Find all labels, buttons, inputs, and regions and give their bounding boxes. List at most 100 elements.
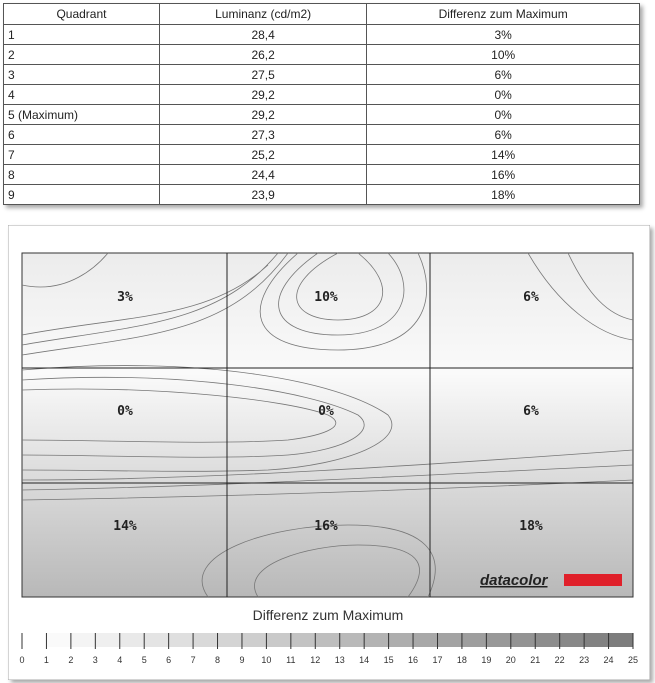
scale-step bbox=[119, 633, 145, 647]
scale-label: 5 bbox=[142, 655, 147, 665]
legend-title: Differenz zum Maximum bbox=[253, 607, 404, 623]
quadrant-grid bbox=[22, 253, 633, 597]
quadrant-label: 18% bbox=[519, 519, 543, 534]
logo: datacolor bbox=[480, 572, 549, 589]
scale-step bbox=[413, 633, 438, 647]
table-cell: 10% bbox=[366, 44, 640, 65]
scale-label: 3 bbox=[93, 655, 98, 665]
plot-area bbox=[21, 252, 634, 598]
header-cell: Luminanz (cd/m2) bbox=[158, 3, 368, 25]
logo-bar bbox=[564, 574, 622, 586]
table-cell: 3% bbox=[366, 24, 640, 45]
scale-step bbox=[608, 633, 633, 647]
scale-label: 1 bbox=[44, 655, 49, 665]
scale-label: 19 bbox=[481, 655, 491, 665]
scale-step bbox=[70, 633, 96, 647]
scale-step bbox=[584, 633, 609, 647]
scale-label: 11 bbox=[286, 655, 295, 665]
scale-label: 12 bbox=[310, 655, 320, 665]
scale-label: 20 bbox=[506, 655, 516, 665]
scale-step bbox=[486, 633, 511, 647]
scale-label: 8 bbox=[215, 655, 220, 665]
table-row: 2 26,2 10% bbox=[3, 44, 640, 65]
scale-label: 22 bbox=[555, 655, 565, 665]
scale-label: 24 bbox=[604, 655, 614, 665]
table-row: 8 24,4 16% bbox=[3, 164, 640, 185]
header-row: Quadrant Luminanz (cd/m2) Differenz zum Ma… bbox=[3, 3, 640, 25]
table-cell: 0% bbox=[366, 84, 640, 105]
table-cell: 6% bbox=[366, 64, 640, 85]
table-cell: 6% bbox=[366, 124, 640, 145]
scale-label: 16 bbox=[408, 655, 418, 665]
table-cell: 4 bbox=[3, 84, 160, 105]
quadrant-label: 10% bbox=[314, 290, 338, 305]
quadrant-label: 14% bbox=[113, 519, 137, 534]
scale-step bbox=[535, 633, 560, 647]
quadrant-label: 0% bbox=[318, 404, 334, 419]
table-cell: 3 bbox=[3, 64, 160, 85]
quadrant-label: 6% bbox=[523, 290, 539, 305]
table-cell: 16% bbox=[366, 164, 640, 185]
scale-label: 13 bbox=[335, 655, 345, 665]
table-cell: 1 bbox=[3, 24, 160, 45]
table-row: 1 28,4 3% bbox=[3, 24, 640, 45]
contour-lines bbox=[21, 252, 634, 598]
table-row: 3 27,5 6% bbox=[3, 64, 640, 85]
table-cell: 27,5 bbox=[158, 64, 368, 85]
scale-step bbox=[241, 633, 267, 647]
table-row: 6 27,3 6% bbox=[3, 124, 640, 145]
scale-step bbox=[364, 633, 389, 647]
scale-label: 10 bbox=[261, 655, 271, 665]
scale-label: 14 bbox=[359, 655, 369, 665]
table-cell: 29,2 bbox=[158, 104, 368, 125]
scale-label: 21 bbox=[530, 655, 540, 665]
table-cell: 14% bbox=[366, 144, 640, 165]
table-cell: 23,9 bbox=[158, 184, 368, 205]
table-row: 5 (Maximum) 29,2 0% bbox=[3, 104, 640, 125]
scale-label: 6 bbox=[166, 655, 171, 665]
scale-label: 4 bbox=[117, 655, 122, 665]
table-cell: 8 bbox=[3, 164, 160, 185]
scale-step bbox=[46, 633, 71, 647]
scale-label: 23 bbox=[579, 655, 589, 665]
scale-label: 18 bbox=[457, 655, 467, 665]
scale-step bbox=[315, 633, 340, 647]
scale-step bbox=[388, 633, 414, 647]
scale-step bbox=[559, 633, 585, 647]
table-cell: 18% bbox=[366, 184, 640, 205]
table-cell: 6 bbox=[3, 124, 160, 145]
table-cell: 24,4 bbox=[158, 164, 368, 185]
scale-step bbox=[144, 633, 169, 647]
table-cell: 7 bbox=[3, 144, 160, 165]
scale-step bbox=[339, 633, 365, 647]
table-cell: 2 bbox=[3, 44, 160, 65]
table-cell: 5 (Maximum) bbox=[3, 104, 160, 125]
quadrant-label: 3% bbox=[117, 290, 133, 305]
scale-label: 9 bbox=[239, 655, 244, 665]
scale-step bbox=[290, 633, 316, 647]
table-cell: 26,2 bbox=[158, 44, 368, 65]
scale-step bbox=[193, 633, 218, 647]
scale-label: 0 bbox=[19, 655, 24, 665]
table-cell: 9 bbox=[3, 184, 160, 205]
table-cell: 29,2 bbox=[158, 84, 368, 105]
scale-label: 7 bbox=[191, 655, 196, 665]
scale-step bbox=[217, 633, 242, 647]
scale-step bbox=[461, 633, 487, 647]
table-cell: 25,2 bbox=[158, 144, 368, 165]
quadrant-label: 16% bbox=[314, 519, 338, 534]
scale-step bbox=[168, 633, 194, 647]
table-row: 7 25,2 14% bbox=[3, 144, 640, 165]
uniformity-figure: 3% 10% 6% 0% 0% 6% 14% 16% 18% datacolor Differe… bbox=[8, 225, 650, 680]
quadrant-label: 0% bbox=[117, 404, 133, 419]
scale-step bbox=[437, 633, 462, 647]
luminance-table: Quadrant Luminanz (cd/m2) Differenz zum Ma… bbox=[3, 3, 640, 205]
header-cell: Quadrant bbox=[3, 3, 160, 25]
scale-step bbox=[510, 633, 536, 647]
scale-step bbox=[22, 633, 47, 647]
table-cell: 0% bbox=[366, 104, 640, 125]
table-cell: 27,3 bbox=[158, 124, 368, 145]
scale-label: 17 bbox=[432, 655, 442, 665]
quadrant-label: 6% bbox=[523, 404, 539, 419]
